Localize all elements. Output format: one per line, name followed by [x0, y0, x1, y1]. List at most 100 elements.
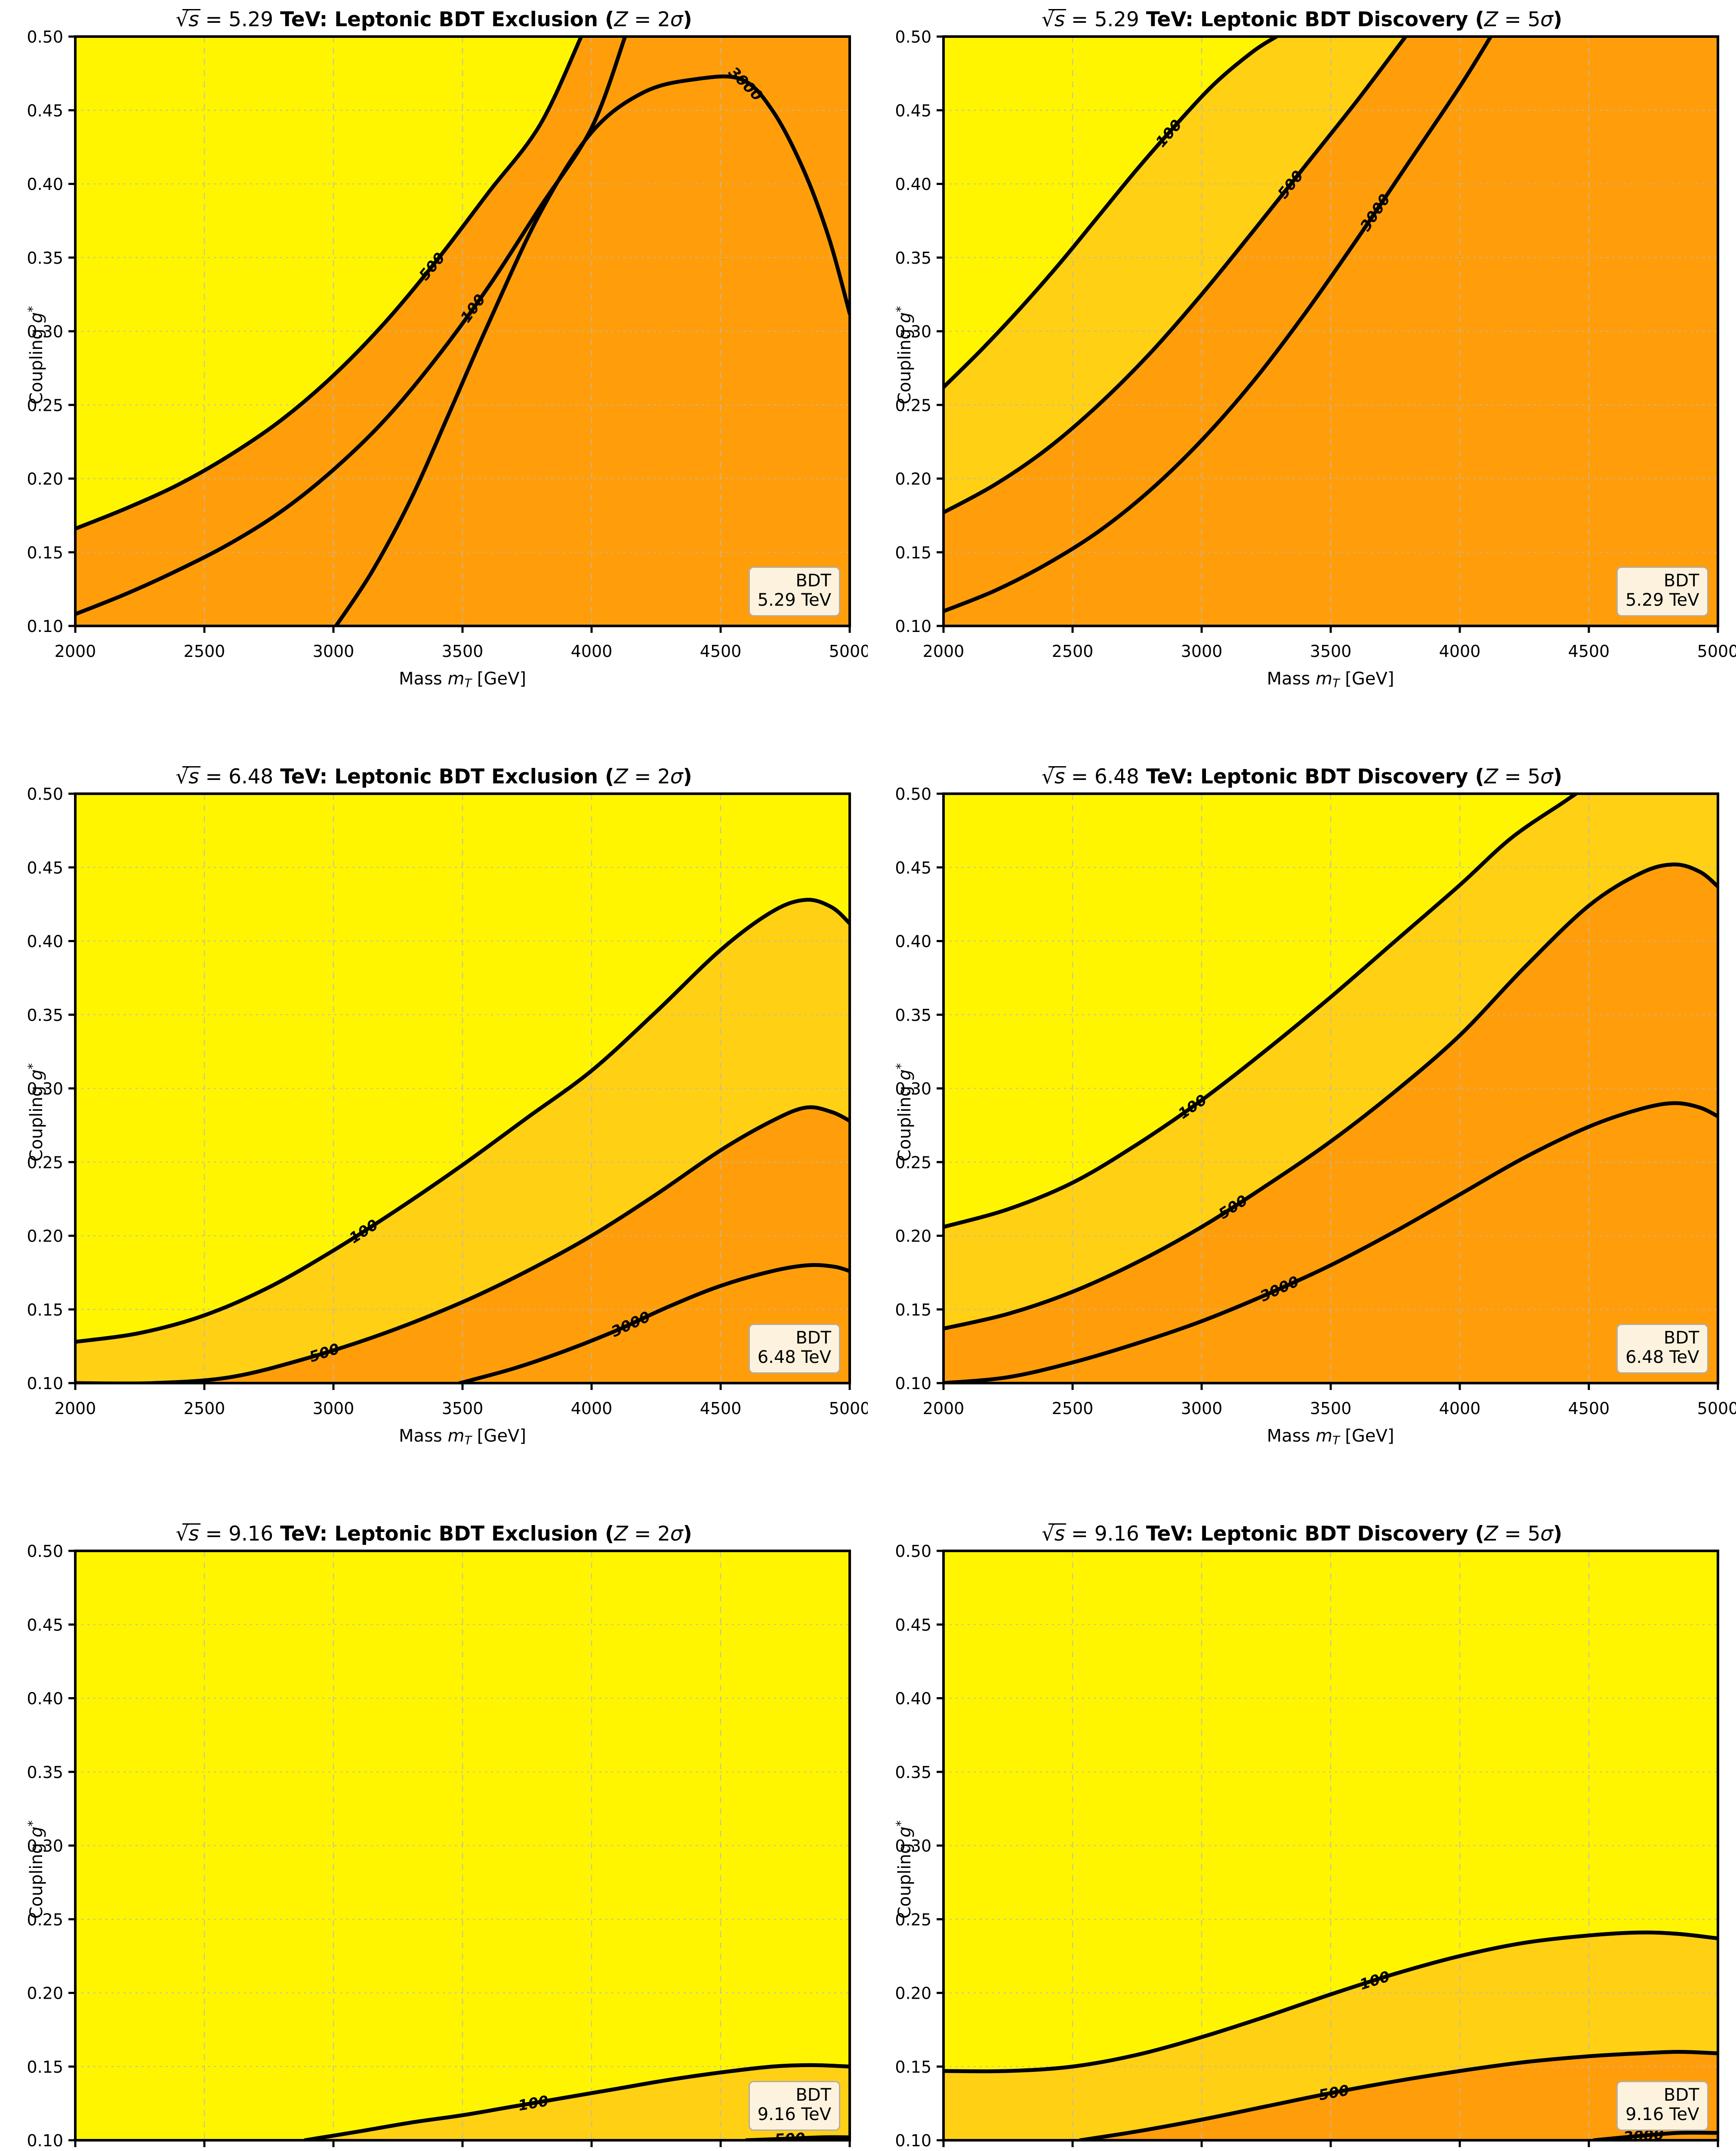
- plot-panel-p0: √s = 5.29 TeV: Leptonic BDT Exclusion (Z…: [0, 0, 868, 757]
- x-tick-label: 3000: [313, 642, 355, 661]
- x-axis-label-sub: T: [464, 1434, 472, 1448]
- sqrt-s-symbol: √s: [1042, 8, 1067, 31]
- title-equals: =: [1065, 8, 1095, 31]
- title-rest: TeV: Leptonic BDT Exclusion: [280, 1522, 598, 1546]
- y-tick-label: 0.10: [895, 617, 931, 636]
- contour-lines: [943, 1930, 1718, 2140]
- y-tick-label: 0.50: [895, 28, 931, 46]
- y-tick-label: 0.20: [895, 1227, 931, 1246]
- title-sigma: σ: [1540, 8, 1553, 31]
- contour-line-500: [1078, 2050, 1718, 2140]
- title-z-val: 5: [1527, 1522, 1541, 1546]
- axis-ticks: 20002500300035004000450050000.100.150.20…: [27, 1542, 851, 2150]
- y-axis-label-prefix: Coupling: [894, 1837, 915, 1919]
- contour-lines: [943, 794, 1718, 1383]
- title-rest: TeV: Leptonic BDT Discovery: [1146, 765, 1468, 789]
- x-tick-label: 2500: [184, 642, 225, 661]
- x-axis-label: Mass mT [GeV]: [75, 669, 850, 690]
- y-tick-label: 0.35: [895, 249, 931, 268]
- x-tick-label: 3000: [313, 1399, 355, 1418]
- title-z-var: Z: [614, 8, 628, 31]
- contour-lines: [75, 897, 850, 1383]
- plot-panel-p4: √s = 9.16 TeV: Leptonic BDT Exclusion (Z…: [0, 1514, 868, 2151]
- y-axis-label-prefix: Coupling: [27, 1080, 47, 1162]
- x-tick-label: 5000: [1697, 1399, 1736, 1418]
- y-axis-label: Coupling g*: [25, 1820, 46, 1919]
- y-tick-label: 0.20: [27, 1227, 63, 1246]
- x-tick-label: 4500: [700, 1399, 742, 1418]
- contour-line-100: [943, 37, 1278, 389]
- x-tick-label: 3500: [1310, 1399, 1351, 1418]
- title-z-eq: =: [1498, 765, 1528, 789]
- plot-area-p5[interactable]: 100500300020002500300035004000450050000.…: [868, 1514, 1736, 2151]
- y-tick-label: 0.35: [27, 1763, 63, 1782]
- x-axis-label: Mass mT [GeV]: [944, 1426, 1718, 1448]
- sqrt-s-symbol: √s: [176, 765, 200, 789]
- title-equals: =: [199, 8, 229, 31]
- y-axis-label: Coupling g*: [25, 306, 46, 404]
- plot-area-p4[interactable]: 10050020002500300035004000450050000.100.…: [0, 1514, 868, 2151]
- y-tick-label: 0.25: [895, 1153, 931, 1172]
- y-tick-label: 0.50: [27, 785, 63, 804]
- title-z-val: 2: [657, 765, 670, 789]
- contour-line-100: [75, 897, 850, 1344]
- contour-line-500: [75, 1105, 850, 1383]
- bdt-legend-box-p5: BDT 9.16 TeV: [1616, 2080, 1708, 2131]
- y-tick-label: 0.50: [895, 785, 931, 804]
- title-z-var: Z: [614, 1522, 628, 1546]
- y-tick-label: 0.40: [27, 932, 63, 951]
- contour-line-3000: [1592, 2130, 1718, 2140]
- panel-title-p4: √s = 9.16 TeV: Leptonic BDT Exclusion (Z…: [176, 1522, 692, 1546]
- x-axis-label-unit: [GeV]: [1339, 1426, 1394, 1446]
- title-z-var: Z: [1484, 1522, 1498, 1546]
- x-axis-label-sub: T: [1332, 1434, 1340, 1448]
- panel-title-p3: √s = 6.48 TeV: Leptonic BDT Discovery (Z…: [1041, 765, 1563, 789]
- x-axis-label-prefix: Mass: [1267, 669, 1316, 689]
- contour-line-3000: [943, 1101, 1718, 1383]
- y-tick-label: 0.15: [895, 1300, 931, 1319]
- contour-line-500: [75, 37, 583, 531]
- x-axis-label-prefix: Mass: [399, 669, 448, 689]
- contour-line-500: [943, 862, 1718, 1331]
- y-axis-label-var: g: [894, 1069, 915, 1081]
- y-axis-label-var: g: [894, 312, 915, 324]
- y-tick-label: 0.30: [895, 322, 931, 341]
- gridlines: [943, 1550, 1718, 2140]
- x-tick-label: 5000: [829, 642, 868, 661]
- x-tick-label: 4000: [1439, 1399, 1480, 1418]
- x-tick-label: 4000: [571, 642, 613, 661]
- x-tick-label: 3500: [442, 642, 484, 661]
- y-tick-label: 0.40: [27, 1689, 63, 1708]
- title-sqrt-s-value: 5.29: [228, 8, 273, 31]
- y-tick-label: 0.30: [895, 1837, 931, 1855]
- y-tick-label: 0.30: [895, 1079, 931, 1098]
- x-axis-label-unit: [GeV]: [472, 669, 526, 689]
- y-tick-label: 0.30: [27, 1079, 63, 1098]
- x-axis-label: Mass mT [GeV]: [75, 1426, 850, 1448]
- title-equals: =: [1065, 1522, 1095, 1546]
- y-tick-label: 0.10: [895, 1374, 931, 1393]
- title-z-val: 5: [1527, 8, 1541, 31]
- y-axis-label-sup: *: [893, 1820, 908, 1827]
- bdt-legend-line1: BDT: [796, 570, 831, 591]
- y-axis-label-var: g: [27, 1826, 47, 1838]
- y-axis-label-sup: *: [25, 1820, 40, 1827]
- y-tick-label: 0.15: [895, 543, 931, 562]
- bdt-legend-line2: 6.48 TeV: [757, 1347, 831, 1367]
- contour-line-500: [943, 37, 1407, 515]
- y-axis-label-var: g: [27, 1069, 47, 1081]
- bdt-legend-box-p4: BDT 9.16 TeV: [748, 2080, 840, 2131]
- title-rest: TeV: Leptonic BDT Exclusion: [280, 765, 598, 789]
- x-tick-label: 4500: [700, 642, 742, 661]
- y-tick-label: 0.40: [27, 175, 63, 194]
- title-equals: =: [1065, 765, 1095, 789]
- x-tick-label: 3000: [1181, 1399, 1222, 1418]
- y-tick-label: 0.45: [895, 101, 931, 120]
- contour-line-3000: [334, 74, 850, 626]
